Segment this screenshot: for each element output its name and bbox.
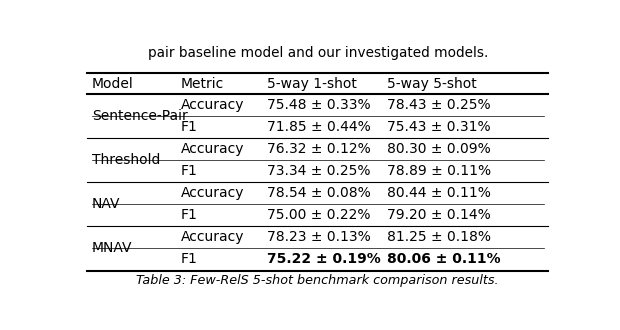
Text: 75.00 ± 0.22%: 75.00 ± 0.22% [267, 208, 371, 222]
Text: pair baseline model and our investigated models.: pair baseline model and our investigated… [148, 46, 488, 60]
Text: Model: Model [92, 77, 134, 91]
Text: 80.44 ± 0.11%: 80.44 ± 0.11% [388, 186, 491, 200]
Text: Accuracy: Accuracy [181, 98, 244, 113]
Text: Metric: Metric [181, 77, 224, 91]
Text: Table 3: Few-RelS 5-shot benchmark comparison results.: Table 3: Few-RelS 5-shot benchmark compa… [136, 274, 499, 287]
Text: 71.85 ± 0.44%: 71.85 ± 0.44% [267, 120, 371, 134]
Text: 76.32 ± 0.12%: 76.32 ± 0.12% [267, 142, 371, 156]
Text: F1: F1 [181, 120, 198, 134]
Text: 80.30 ± 0.09%: 80.30 ± 0.09% [388, 142, 491, 156]
Text: 5-way 1-shot: 5-way 1-shot [267, 77, 357, 91]
Text: Accuracy: Accuracy [181, 230, 244, 244]
Text: 75.48 ± 0.33%: 75.48 ± 0.33% [267, 98, 371, 113]
Text: F1: F1 [181, 251, 198, 266]
Text: F1: F1 [181, 164, 198, 178]
Text: Accuracy: Accuracy [181, 186, 244, 200]
Text: 79.20 ± 0.14%: 79.20 ± 0.14% [388, 208, 491, 222]
Text: 78.23 ± 0.13%: 78.23 ± 0.13% [267, 230, 371, 244]
Text: 78.54 ± 0.08%: 78.54 ± 0.08% [267, 186, 371, 200]
Text: 80.06 ± 0.11%: 80.06 ± 0.11% [388, 251, 501, 266]
Text: 78.43 ± 0.25%: 78.43 ± 0.25% [388, 98, 491, 113]
Text: 78.89 ± 0.11%: 78.89 ± 0.11% [388, 164, 492, 178]
Text: F1: F1 [181, 208, 198, 222]
Text: Threshold: Threshold [92, 153, 161, 167]
Text: Sentence-Pair: Sentence-Pair [92, 109, 188, 123]
Text: Accuracy: Accuracy [181, 142, 244, 156]
Text: 75.43 ± 0.31%: 75.43 ± 0.31% [388, 120, 491, 134]
Text: 73.34 ± 0.25%: 73.34 ± 0.25% [267, 164, 371, 178]
Text: 81.25 ± 0.18%: 81.25 ± 0.18% [388, 230, 492, 244]
Text: NAV: NAV [92, 197, 120, 211]
Text: MNAV: MNAV [92, 241, 133, 255]
Text: 5-way 5-shot: 5-way 5-shot [388, 77, 477, 91]
Text: 75.22 ± 0.19%: 75.22 ± 0.19% [267, 251, 381, 266]
